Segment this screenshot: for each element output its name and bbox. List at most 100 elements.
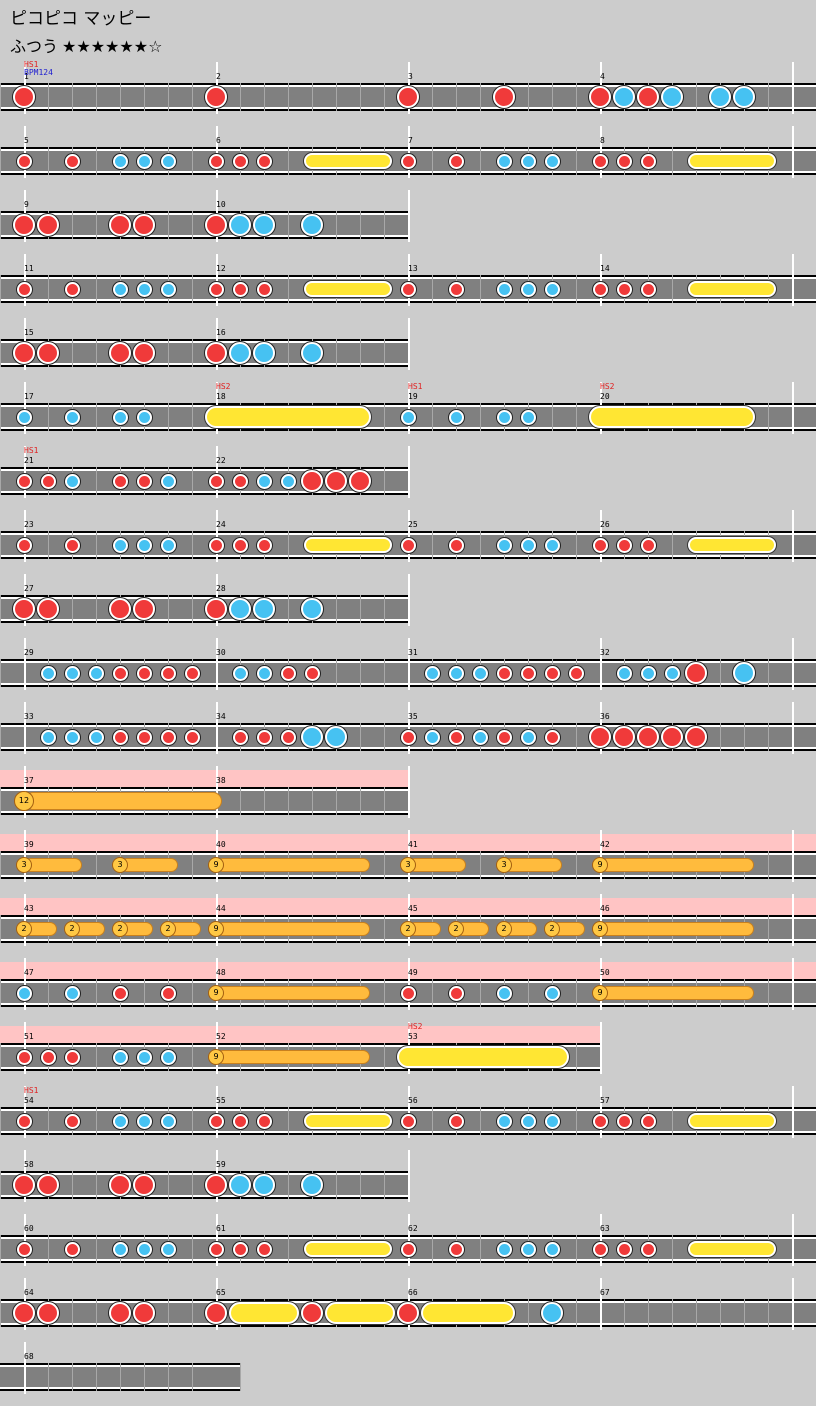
measure-number: 25: [408, 520, 418, 529]
ka-note: [544, 537, 560, 553]
chart-row: 54 55 56 57 HS1: [0, 1086, 816, 1150]
ka-note: [424, 729, 440, 745]
beat-line: [336, 787, 337, 815]
beat-line: [0, 723, 1, 751]
measure-number: 17: [24, 392, 34, 401]
balloon-note: 9: [208, 921, 224, 937]
balloon-section-bg: [0, 1026, 600, 1044]
ka-note: [544, 1113, 560, 1129]
don-note: [400, 985, 416, 1001]
beat-line: [456, 83, 457, 111]
don-note: [13, 342, 35, 364]
scroll-speed-label: HS1: [24, 60, 39, 69]
don-note: [400, 153, 416, 169]
don-note: [592, 153, 608, 169]
ka-note: [160, 1113, 176, 1129]
measure-number: 18: [216, 392, 226, 401]
beat-line: [480, 1107, 481, 1135]
balloon-tail: [216, 922, 370, 936]
balloon-note: 3: [112, 857, 128, 873]
chart-row: 43 44 45 46 2 2 2 2 9 2 2 2 2 9: [0, 894, 816, 958]
beat-line: [192, 1235, 193, 1263]
don-note: [133, 342, 155, 364]
don-note: [16, 537, 32, 553]
chart-row: 33 34 35 36: [0, 702, 816, 766]
ka-note: [112, 281, 128, 297]
drumroll-note: [325, 1302, 395, 1324]
bar-line: [24, 126, 26, 178]
don-note: [637, 86, 659, 108]
drumroll-note: [421, 1302, 515, 1324]
beat-line: [72, 1299, 73, 1327]
measure-number: 51: [24, 1032, 34, 1041]
beat-line: [312, 83, 313, 111]
ka-note: [112, 1241, 128, 1257]
bar-line: [792, 510, 794, 562]
bar-line: [600, 1086, 602, 1138]
ka-note: [136, 537, 152, 553]
don-note: [400, 1241, 416, 1257]
ka-note: [424, 665, 440, 681]
measure-number: 39: [24, 840, 34, 849]
chart-row: 5 6 7 8: [0, 126, 816, 190]
beat-line: [288, 83, 289, 111]
beat-line: [168, 403, 169, 431]
beat-line: [288, 531, 289, 559]
beat-line: [0, 1171, 1, 1199]
beat-line: [384, 83, 385, 111]
ka-note: [496, 537, 512, 553]
beat-line: [0, 1043, 1, 1071]
ka-note: [160, 281, 176, 297]
ka-note: [280, 473, 296, 489]
beat-line: [576, 1299, 577, 1327]
ka-note: [160, 537, 176, 553]
bar-line: [408, 126, 410, 178]
beat-line: [384, 723, 385, 751]
beat-line: [96, 1107, 97, 1135]
measure-number: 13: [408, 264, 418, 273]
bar-line: [24, 446, 26, 498]
measure-number: 50: [600, 968, 610, 977]
ka-note: [136, 1049, 152, 1065]
beat-line: [768, 83, 769, 111]
measure-number: 37: [24, 776, 34, 785]
beat-line: [384, 979, 385, 1007]
ka-note: [229, 1174, 251, 1196]
beat-line: [432, 1107, 433, 1135]
don-note: [133, 1302, 155, 1324]
don-note: [16, 281, 32, 297]
measure-number: 4: [600, 72, 605, 81]
beat-line: [192, 595, 193, 623]
beat-line: [168, 1171, 169, 1199]
balloon-note: 3: [16, 857, 32, 873]
bar-line: [216, 958, 218, 1010]
beat-line: [552, 83, 553, 111]
don-note: [109, 1302, 131, 1324]
bar-line: [216, 702, 218, 754]
ka-note: [88, 729, 104, 745]
beat-line: [696, 1299, 697, 1327]
bar-line: [24, 958, 26, 1010]
bar-line: [792, 62, 794, 114]
beat-line: [336, 1171, 337, 1199]
measure-number: 21: [24, 456, 34, 465]
bar-line: [24, 894, 26, 946]
don-note: [232, 537, 248, 553]
beat-line: [48, 1107, 49, 1135]
beat-line: [144, 83, 145, 111]
measure-number: 57: [600, 1096, 610, 1105]
beat-line: [384, 659, 385, 687]
don-note: [640, 537, 656, 553]
ka-note: [448, 665, 464, 681]
ka-note: [301, 598, 323, 620]
balloon-tail: [120, 858, 178, 872]
bar-line: [24, 1022, 26, 1074]
bar-line: [792, 1086, 794, 1138]
beat-line: [768, 403, 769, 431]
beat-line: [384, 915, 385, 943]
bar-line: [408, 190, 410, 242]
ka-note: [16, 409, 32, 425]
balloon-tail: [216, 858, 370, 872]
measure-number: 23: [24, 520, 34, 529]
don-note: [685, 726, 707, 748]
